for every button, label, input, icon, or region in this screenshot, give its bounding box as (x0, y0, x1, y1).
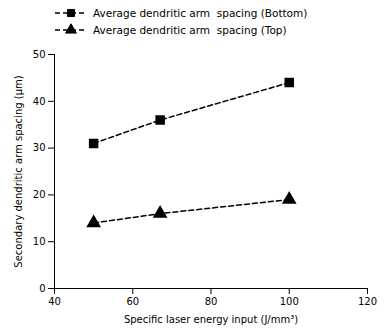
html-text:Average dendritic arm spacing: Average dendritic arm spacing (Top) (93, 23, 287, 36)
svg-text:50: 50 (33, 49, 46, 60)
svg-text:40: 40 (48, 296, 61, 307)
svg-text:80: 80 (205, 296, 218, 307)
svg-text:30: 30 (33, 142, 46, 153)
svg-text:Specific laser energy input (J: Specific laser energy input (J/mm³) (124, 314, 298, 325)
html-text:Average dendritic arm spacing: Average dendritic arm spacing (Bottom) (93, 6, 308, 19)
svg-text:0: 0 (39, 283, 45, 294)
svg-text:10: 10 (33, 236, 46, 247)
svg-text:120: 120 (358, 296, 377, 307)
svg-text:100: 100 (280, 296, 299, 307)
svg-text:20: 20 (33, 189, 46, 200)
svg-text:40: 40 (33, 96, 46, 107)
svg-text:60: 60 (126, 296, 139, 307)
svg-text:Secondary dendritic arm spacin: Secondary dendritic arm spacing (μm) (13, 75, 24, 267)
